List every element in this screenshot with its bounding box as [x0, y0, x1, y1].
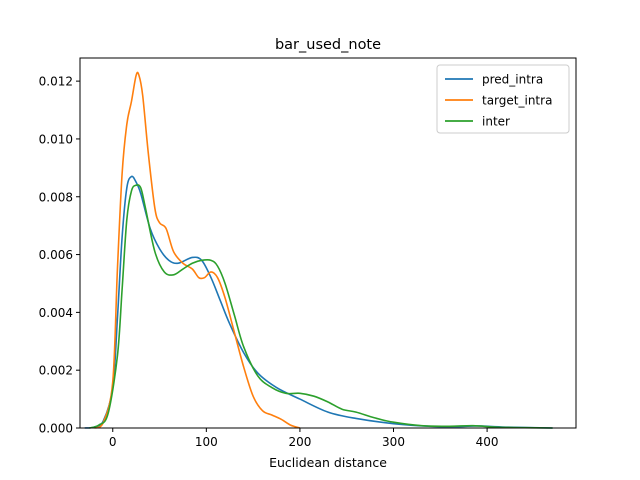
legend-label-inter: inter: [482, 115, 510, 129]
series-line-inter: [89, 184, 553, 429]
x-tick-label: 0: [109, 435, 117, 449]
x-tick-label: 300: [382, 435, 405, 449]
y-tick-label: 0.002: [39, 364, 73, 378]
x-tick-label: 100: [195, 435, 218, 449]
series-line-target_intra: [93, 71, 301, 429]
x-tick-label: 400: [476, 435, 499, 449]
legend-box: [436, 64, 570, 134]
x-axis-label: Euclidean distance: [269, 455, 387, 470]
chart-title: bar_used_note: [275, 37, 381, 53]
x-axis-ticks: 0 100 200 300 400: [109, 428, 499, 449]
legend-label-target_intra: target_intra: [482, 94, 552, 108]
series-layer: [84, 71, 553, 429]
y-tick-label: 0.008: [39, 190, 73, 204]
y-tick-label: 0.004: [39, 306, 73, 320]
x-tick-label: 200: [288, 435, 311, 449]
y-tick-label: 0.010: [39, 132, 73, 146]
y-tick-label: 0.012: [39, 75, 73, 89]
y-axis-ticks: 0.000 0.002 0.004 0.006 0.008 0.010 0.012: [39, 75, 80, 436]
y-tick-label: 0.000: [39, 422, 73, 436]
legend-label-pred_intra: pred_intra: [482, 73, 543, 87]
y-tick-label: 0.006: [39, 248, 73, 262]
plot-frame: [79, 57, 577, 429]
